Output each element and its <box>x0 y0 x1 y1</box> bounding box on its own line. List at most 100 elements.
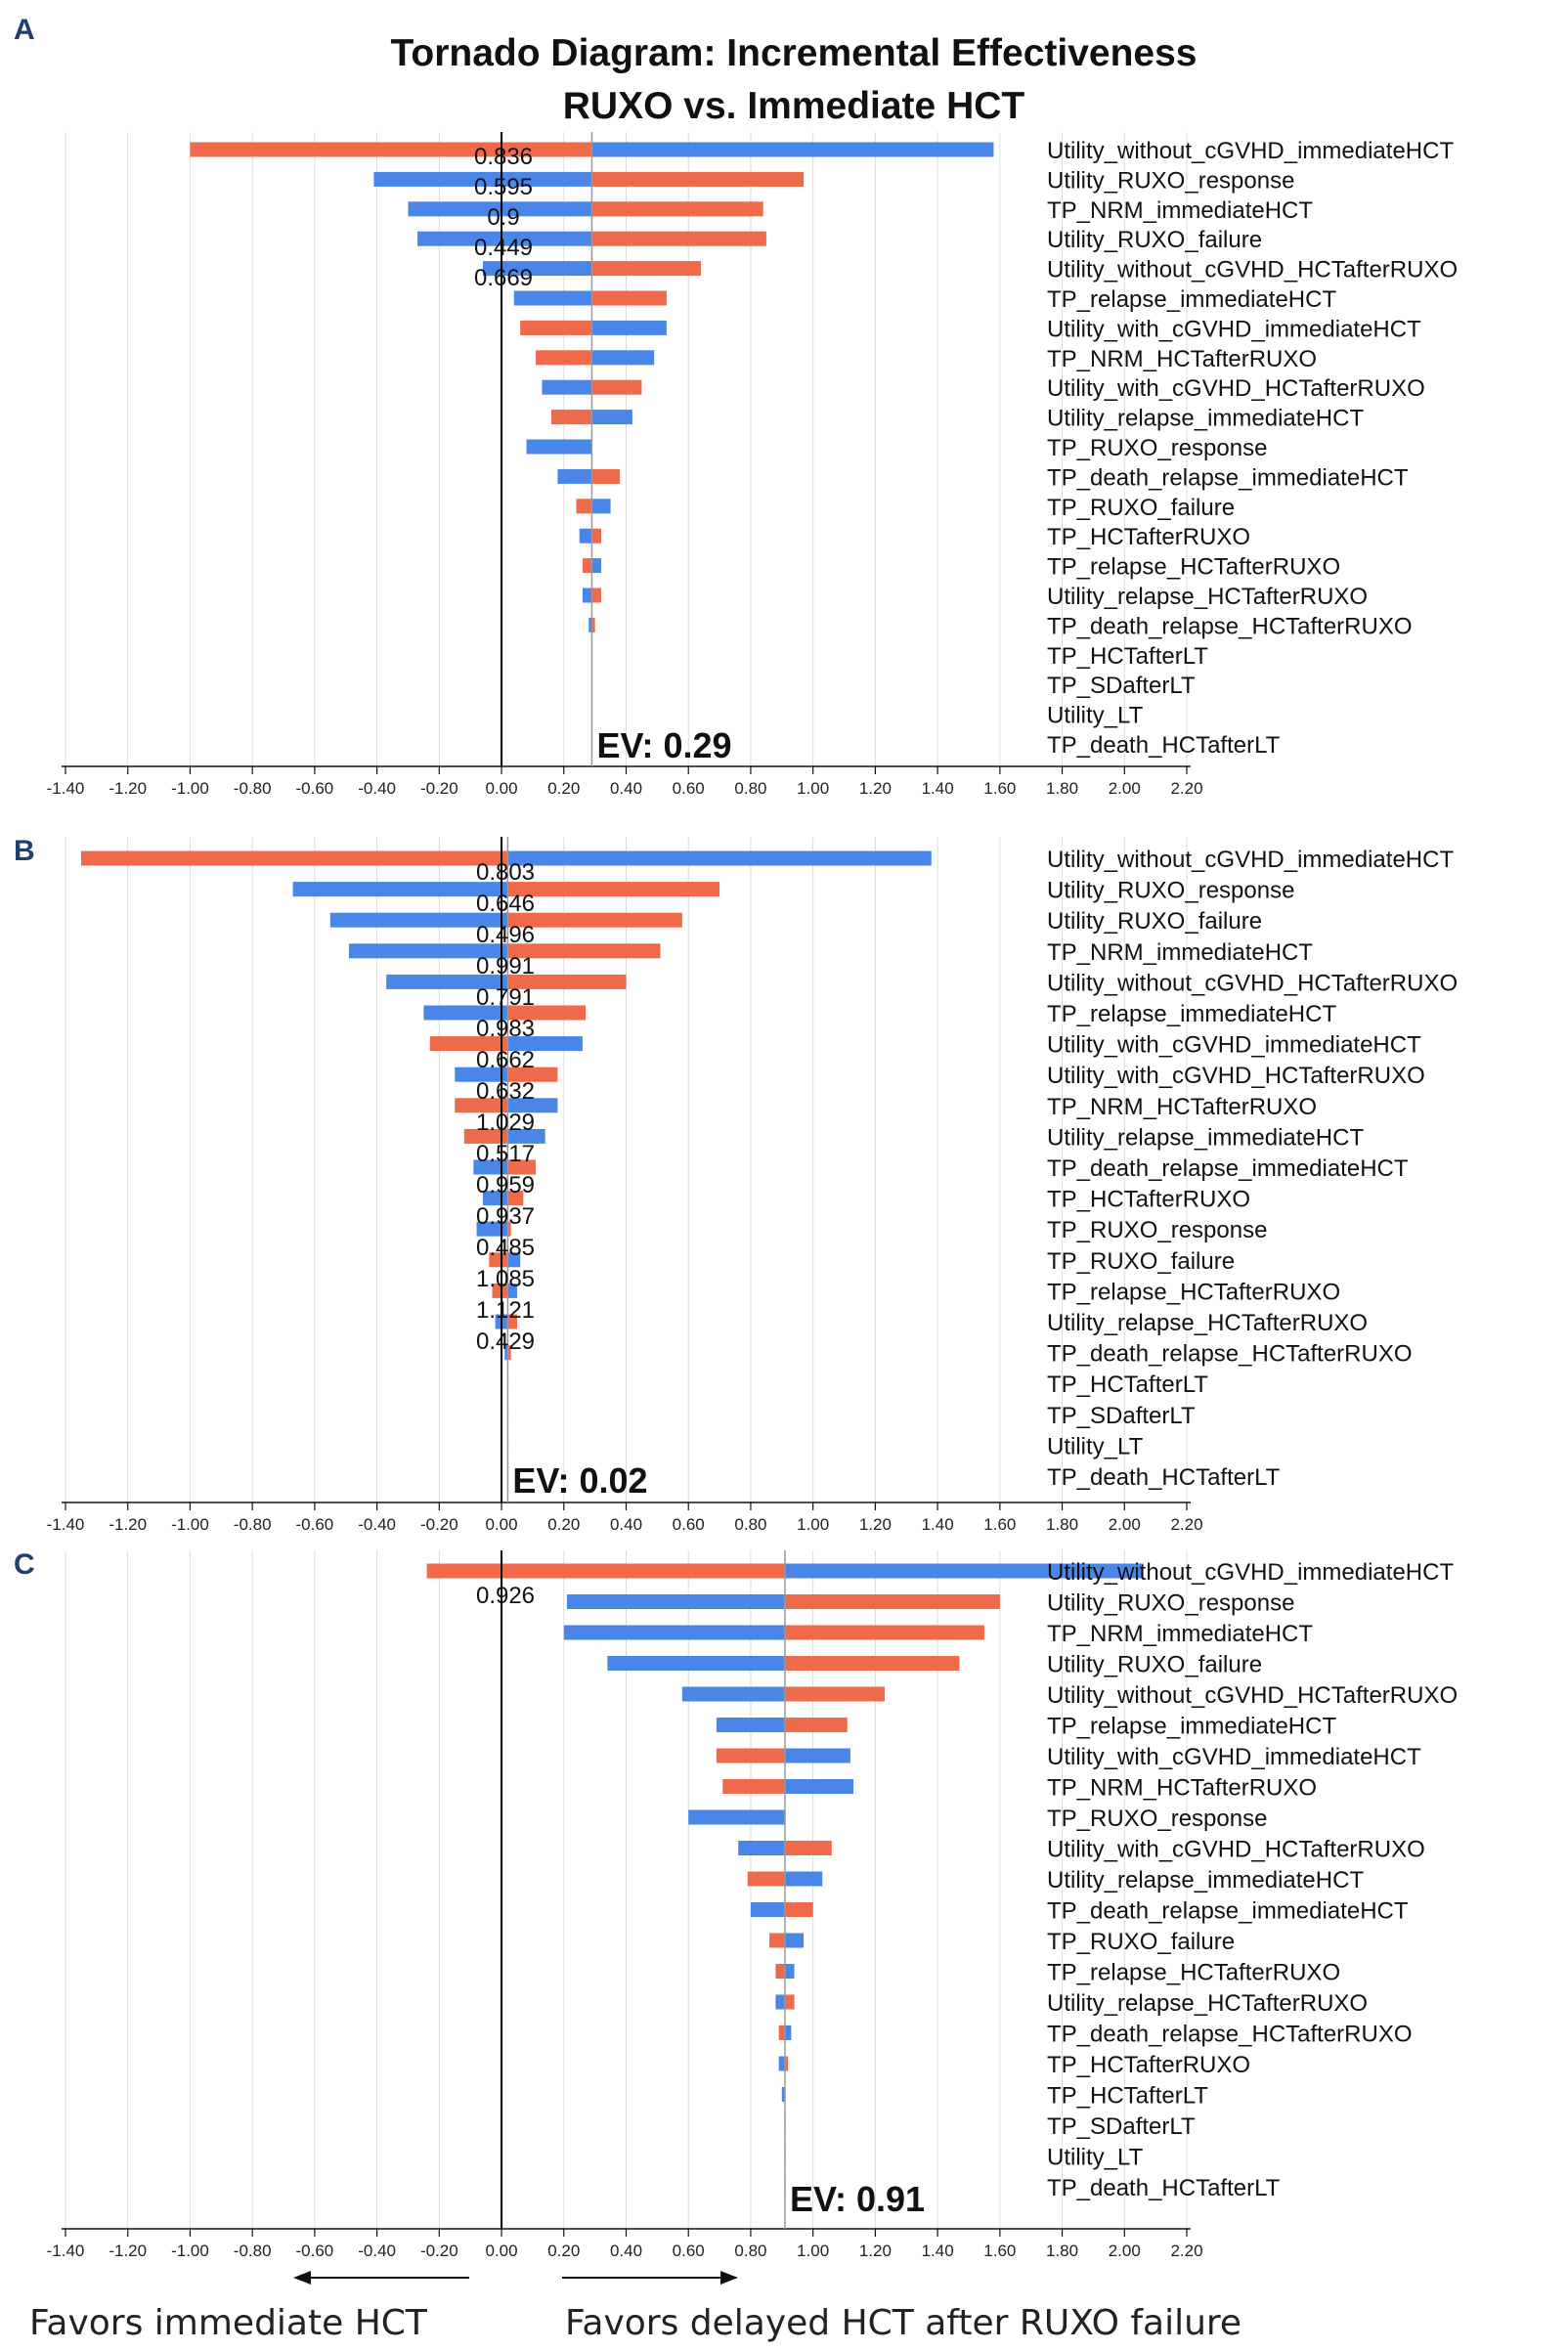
param-label: Utility_without_cGVHD_HCTafterRUXO <box>1047 257 1458 283</box>
param-label: TP_HCTafterRUXO <box>1047 2052 1250 2078</box>
param-label: Utility_without_cGVHD_HCTafterRUXO <box>1047 970 1458 996</box>
value-label: 0.595 <box>474 174 533 200</box>
x-tick-label: 0.20 <box>547 2242 580 2260</box>
value-label: 0.991 <box>476 953 535 980</box>
value-label: 1.085 <box>476 1266 535 1292</box>
panel-letter: B <box>14 835 35 867</box>
bar-orange-Utility_without_cGVHD_immediateHCT <box>426 1563 785 1579</box>
bar-blue-Utility_with_cGVHD_HCTafterRUXO <box>542 379 592 395</box>
param-label: TP_RUXO_response <box>1047 1806 1267 1832</box>
bar-orange-TP_HCTafterRUXO <box>784 2056 789 2071</box>
ev-label: EV: 0.29 <box>596 725 731 765</box>
bar-blue-TP_HCTafterLT <box>781 2087 785 2102</box>
bar-orange-Utility_relapse_HCTafterRUXO <box>591 588 602 603</box>
param-label: Utility_relapse_immediateHCT <box>1047 406 1364 432</box>
bar-orange-Utility_RUXO_failure <box>784 1656 960 1671</box>
x-tick-label: 0.40 <box>610 1515 642 1534</box>
bar-blue-Utility_with_cGVHD_HCTafterRUXO <box>738 1841 785 1855</box>
bar-blue-Utility_without_cGVHD_immediateHCT <box>507 850 932 866</box>
param-label: TP_death_relapse_HCTafterRUXO <box>1047 2022 1413 2048</box>
param-label: Utility_with_cGVHD_HCTafterRUXO <box>1047 1063 1425 1089</box>
value-label: 0.926 <box>476 1583 535 1609</box>
param-label: TP_NRM_HCTafterRUXO <box>1047 1775 1317 1802</box>
param-label: TP_NRM_immediateHCT <box>1047 197 1313 224</box>
panel-letter: A <box>14 14 35 46</box>
param-label: TP_death_relapse_immediateHCT <box>1047 464 1409 491</box>
value-label: 0.517 <box>476 1141 535 1167</box>
favors-left-label: Favors immediate HCT <box>29 2303 428 2343</box>
x-tick-label: 0.60 <box>673 2242 705 2260</box>
bar-orange-TP_relapse_immediateHCT <box>591 290 667 306</box>
param-label: TP_death_relapse_immediateHCT <box>1047 1155 1409 1182</box>
bar-blue-Utility_with_cGVHD_immediateHCT <box>784 1748 850 1763</box>
bar-orange-TP_HCTafterRUXO <box>507 1191 524 1206</box>
arrowhead-left-icon <box>293 2271 311 2285</box>
bar-blue-TP_NRM_HCTafterRUXO <box>591 350 655 366</box>
param-label: Utility_LT <box>1047 1433 1144 1459</box>
bar-orange-TP_relapse_HCTafterRUXO <box>492 1283 508 1298</box>
value-label: 0.429 <box>476 1328 535 1355</box>
bar-orange-TP_NRM_HCTafterRUXO <box>455 1098 508 1113</box>
bar-orange-Utility_RUXO_failure <box>591 231 766 246</box>
bar-orange-TP_RUXO_failure <box>576 499 592 514</box>
bar-blue-Utility_RUXO_response <box>292 882 508 897</box>
param-label: TP_SDafterLT <box>1047 1403 1196 1429</box>
param-label: TP_HCTafterLT <box>1047 643 1208 670</box>
bar-orange-Utility_relapse_immediateHCT <box>551 410 592 425</box>
value-label: 1.029 <box>476 1110 535 1136</box>
value-label: 0.937 <box>476 1203 535 1230</box>
panel-letter: C <box>14 1548 35 1581</box>
bar-blue-Utility_RUXO_response <box>566 1594 785 1609</box>
bar-blue-Utility_without_cGVHD_immediateHCT <box>784 1563 1144 1579</box>
x-tick-label: 0.00 <box>486 779 518 798</box>
x-tick-label: 1.20 <box>859 1515 892 1534</box>
x-tick-label: 1.60 <box>983 779 1016 798</box>
bar-orange-TP_NRM_immediateHCT <box>591 201 763 217</box>
bar-blue-Utility_with_cGVHD_HCTafterRUXO <box>455 1067 508 1082</box>
bar-orange-TP_NRM_HCTafterRUXO <box>536 350 592 366</box>
panel-b: B -1.40 -1.20 -1.00 -0.80 -0.60 -0.40 -0.20 0.00… <box>14 835 1458 1534</box>
bar-blue-TP_death_relapse_HCTafterRUXO <box>504 1345 508 1361</box>
favors-annotation: Favors immediate HCT Favors delayed HCT … <box>29 2271 1241 2343</box>
param-label: Utility_RUXO_response <box>1047 1590 1294 1617</box>
x-tick-label: -1.00 <box>171 1515 209 1534</box>
value-label: 0.803 <box>476 859 535 886</box>
bar-orange-TP_death_relapse_immediateHCT <box>591 468 621 484</box>
value-label: 1.121 <box>476 1297 535 1324</box>
favors-right-label: Favors delayed HCT after RUXO failure <box>565 2303 1241 2343</box>
bar-blue-Utility_with_cGVHD_immediateHCT <box>507 1036 583 1052</box>
bar-blue-TP_NRM_HCTafterRUXO <box>507 1098 558 1113</box>
param-label: TP_relapse_HCTafterRUXO <box>1047 1960 1340 1986</box>
bar-blue-TP_NRM_immediateHCT <box>408 201 592 217</box>
bar-orange-TP_NRM_immediateHCT <box>784 1625 984 1640</box>
bar-blue-Utility_without_cGVHD_HCTafterRUXO <box>681 1686 785 1702</box>
bar-blue-Utility_without_cGVHD_HCTafterRUXO <box>482 261 592 277</box>
x-tick-label: -1.40 <box>47 1515 85 1534</box>
bar-blue-TP_death_relapse_HCTafterRUXO <box>784 2025 792 2040</box>
bar-blue-TP_NRM_HCTafterRUXO <box>784 1779 854 1794</box>
param-label: TP_SDafterLT <box>1047 2113 1196 2140</box>
bar-orange-TP_death_relapse_immediateHCT <box>507 1159 537 1175</box>
bar-blue-TP_NRM_immediateHCT <box>348 943 508 959</box>
panel-c: C -1.40 -1.20 -1.00 -0.80 -0.60 -0.40 -0.20 0.00… <box>14 1548 1458 2260</box>
x-tick-label: 2.20 <box>1170 2242 1202 2260</box>
x-tick-label: 1.80 <box>1046 779 1078 798</box>
x-tick-label: -1.00 <box>171 779 209 798</box>
bar-orange-Utility_relapse_immediateHCT <box>747 1871 785 1887</box>
param-label: Utility_without_cGVHD_immediateHCT <box>1047 138 1454 164</box>
param-label: TP_NRM_HCTafterRUXO <box>1047 1094 1317 1120</box>
bar-orange-Utility_with_cGVHD_HCTafterRUXO <box>784 1841 832 1855</box>
x-tick-label: 1.40 <box>922 2242 954 2260</box>
bar-orange-TP_relapse_immediateHCT <box>784 1718 848 1732</box>
x-tick-label: 2.00 <box>1109 2242 1141 2260</box>
x-tick-label: -1.40 <box>47 2242 85 2260</box>
param-label: TP_relapse_HCTafterRUXO <box>1047 1279 1340 1305</box>
bar-orange-Utility_without_cGVHD_immediateHCT <box>190 142 592 157</box>
param-label: TP_RUXO_response <box>1047 435 1267 461</box>
bar-orange-Utility_relapse_HCTafterRUXO <box>784 1994 795 2010</box>
param-label: TP_relapse_HCTafterRUXO <box>1047 554 1340 581</box>
x-tick-label: 0.60 <box>673 1515 705 1534</box>
x-tick-label: 1.80 <box>1046 2242 1078 2260</box>
param-label: TP_relapse_immediateHCT <box>1047 1714 1336 1740</box>
bar-blue-Utility_relapse_immediateHCT <box>507 1128 545 1144</box>
